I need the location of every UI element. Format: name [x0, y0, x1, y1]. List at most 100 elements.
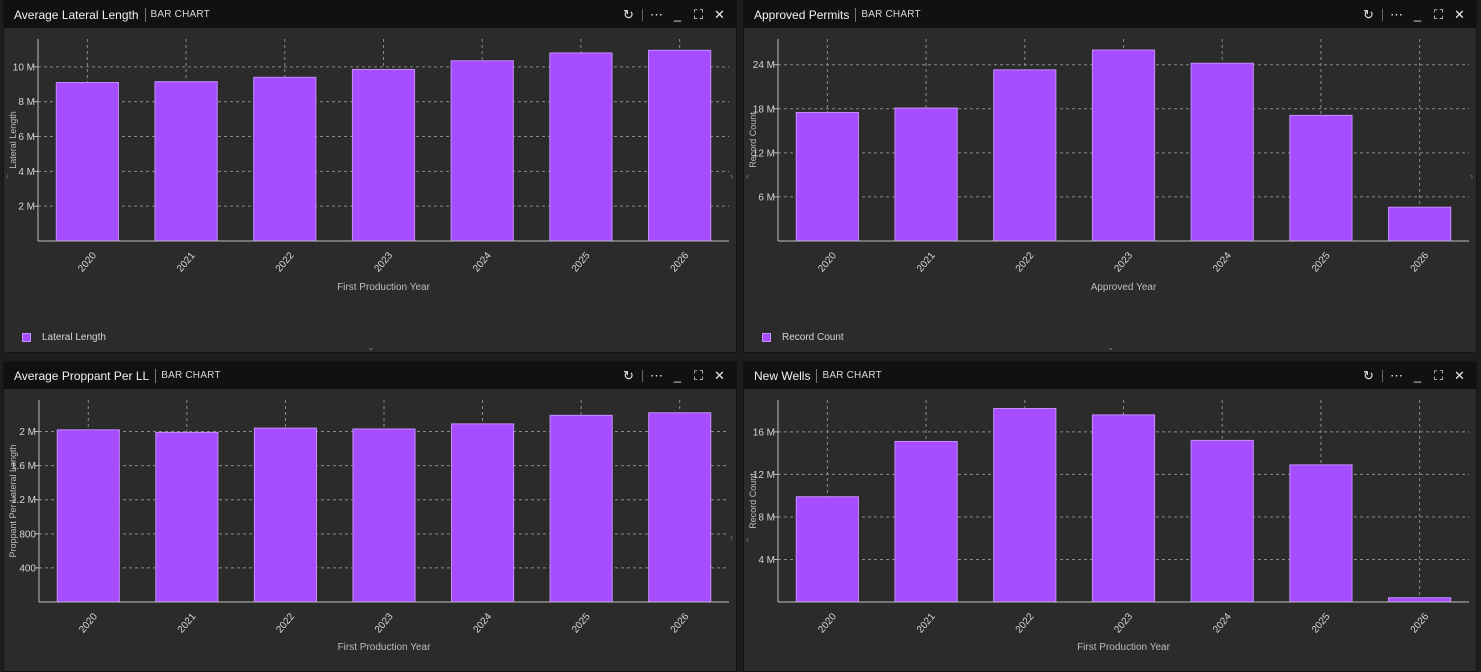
bar-2026 [1388, 597, 1452, 603]
bar-2025 [549, 414, 613, 603]
bar-2023 [352, 428, 416, 603]
legend-swatch [22, 333, 31, 342]
close-icon[interactable]: ✕ [1454, 367, 1465, 383]
refresh-icon[interactable]: ↻ [1363, 367, 1374, 383]
panel-average-lateral-length: Average Lateral Length BAR CHART ↻ ⋯ _ ⛶… [3, 0, 737, 353]
chart-legend[interactable]: Lateral Length [22, 332, 106, 343]
x-tick-label: 2026 [1409, 611, 1432, 635]
y-axis-title: Record Count [748, 473, 758, 529]
refresh-icon[interactable]: ↻ [623, 367, 634, 383]
minimize-icon[interactable]: _ [673, 7, 682, 22]
x-tick-label: 2026 [669, 250, 692, 274]
scroll-right-icon[interactable]: › [1470, 171, 1473, 181]
scroll-left-icon[interactable]: ‹ [746, 171, 749, 181]
x-tick-label: 2026 [669, 611, 692, 635]
bar-2024 [1190, 439, 1254, 603]
control-divider [1382, 8, 1383, 21]
y-tick-label: 2 M [18, 202, 35, 213]
bar-2021 [155, 431, 219, 603]
x-tick-label: 2020 [816, 250, 839, 274]
panel-title: Average Proppant Per LL [14, 368, 150, 383]
minimize-icon[interactable]: _ [1413, 7, 1422, 22]
legend-label: Record Count [782, 332, 844, 343]
panel-approved-permits: Approved Permits BAR CHART ↻ ⋯ _ ⛶ ✕ 6 M… [743, 0, 1477, 353]
y-tick-label: 4 M [18, 167, 35, 178]
maximize-icon[interactable]: ⛶ [693, 6, 704, 22]
x-tick-label: 2020 [77, 611, 100, 635]
expand-down-icon[interactable]: ⌄ [1107, 342, 1115, 352]
x-tick-label: 2022 [274, 250, 297, 274]
x-tick-label: 2022 [1014, 611, 1037, 635]
y-tick-label: 800 [19, 529, 36, 540]
x-tick-label: 2021 [915, 250, 938, 274]
bar-2021 [894, 440, 958, 603]
bar-2022 [253, 427, 317, 603]
more-options-icon[interactable]: ⋯ [650, 6, 663, 22]
y-axis-title: Proppant Per Lateral Length [8, 444, 18, 557]
x-tick-label: 2024 [1211, 250, 1234, 274]
title-divider [144, 7, 146, 22]
title-divider [816, 368, 818, 383]
maximize-icon[interactable]: ⛶ [1433, 367, 1444, 383]
maximize-icon[interactable]: ⛶ [693, 367, 704, 383]
close-icon[interactable]: ✕ [1454, 6, 1465, 22]
x-tick-label: 2022 [1014, 250, 1037, 274]
bar-2020 [56, 429, 120, 603]
x-tick-label: 2022 [274, 611, 297, 635]
more-options-icon[interactable]: ⋯ [1390, 6, 1403, 22]
bar-2024 [451, 423, 515, 603]
bar-chart-approved-permits: 6 M 12 M 18 M 24 M 2020 2021 2022 2023 2024 2025 2… [748, 39, 1469, 293]
panel-header: Approved Permits BAR CHART ↻ ⋯ _ ⛶ ✕ [744, 1, 1476, 28]
close-icon[interactable]: ✕ [714, 6, 725, 22]
legend-swatch [762, 333, 771, 342]
x-tick-label: 2020 [816, 611, 839, 635]
scroll-left-icon[interactable]: ‹ [746, 534, 749, 544]
legend-label: Lateral Length [42, 332, 106, 343]
more-options-icon[interactable]: ⋯ [650, 367, 663, 383]
chart-legend[interactable]: Record Count [762, 332, 844, 343]
x-tick-label: 2023 [1112, 250, 1135, 274]
y-tick-label: 6 M [18, 132, 35, 143]
more-options-icon[interactable]: ⋯ [1390, 367, 1403, 383]
bar-2021 [154, 81, 218, 242]
y-tick-label: 8 M [758, 512, 775, 523]
x-tick-label: 2025 [1310, 611, 1333, 635]
panel-type-label: BAR CHART [161, 370, 221, 381]
y-axis-title: Record Count [748, 112, 758, 168]
bar-chart-average-lateral-length: 2 M 4 M 6 M 8 M 10 M 2020 2021 2022 2023 2024 2025… [8, 39, 729, 293]
minimize-icon[interactable]: _ [673, 368, 682, 383]
bar-2026 [648, 412, 712, 603]
control-divider [642, 8, 643, 21]
minimize-icon[interactable]: _ [1413, 368, 1422, 383]
bar-2024 [450, 60, 514, 242]
y-tick-label: 2 M [19, 427, 36, 438]
panel-average-proppant-per-ll: Average Proppant Per LL BAR CHART ↻ ⋯ _ … [3, 361, 737, 672]
plot-area: 2 M 4 M 6 M 8 M 10 M 2020 2021 2022 2023 2024 2025… [8, 39, 729, 293]
refresh-icon[interactable]: ↻ [1363, 6, 1374, 22]
expand-down-icon[interactable]: ⌄ [367, 342, 375, 352]
scroll-right-icon[interactable]: › [730, 532, 733, 542]
bar-2026 [648, 49, 712, 242]
x-tick-label: 2024 [472, 611, 495, 635]
scroll-left-icon[interactable]: ‹ [6, 171, 9, 181]
maximize-icon[interactable]: ⛶ [1433, 6, 1444, 22]
title-divider [155, 368, 157, 383]
panel-controls: ↻ ⋯ _ ⛶ ✕ [618, 1, 730, 28]
y-tick-label: 8 M [18, 97, 35, 108]
refresh-icon[interactable]: ↻ [623, 6, 634, 22]
y-tick-label: 400 [19, 563, 36, 574]
y-tick-label: 12 M [753, 148, 775, 159]
panel-type-label: BAR CHART [822, 370, 882, 381]
panel-title: Approved Permits [754, 7, 850, 22]
panel-title: New Wells [754, 368, 811, 383]
close-icon[interactable]: ✕ [714, 367, 725, 383]
bar-2025 [549, 52, 613, 242]
control-divider [642, 369, 643, 382]
bar-chart-average-proppant-per-ll: 400 800 1.2 M 1.6 M 2 M 2020 2021 2022 2023 2024 2… [8, 400, 729, 653]
plot-area: 4 M 8 M 12 M 16 M 2020 2021 2022 2023 2024 2025 20… [748, 400, 1469, 653]
panel-controls: ↻ ⋯ _ ⛶ ✕ [1358, 362, 1470, 389]
y-tick-label: 1.2 M [11, 495, 36, 506]
scroll-right-icon[interactable]: › [730, 171, 733, 181]
panel-type-label: BAR CHART [150, 9, 210, 20]
x-tick-label: 2021 [915, 611, 938, 635]
